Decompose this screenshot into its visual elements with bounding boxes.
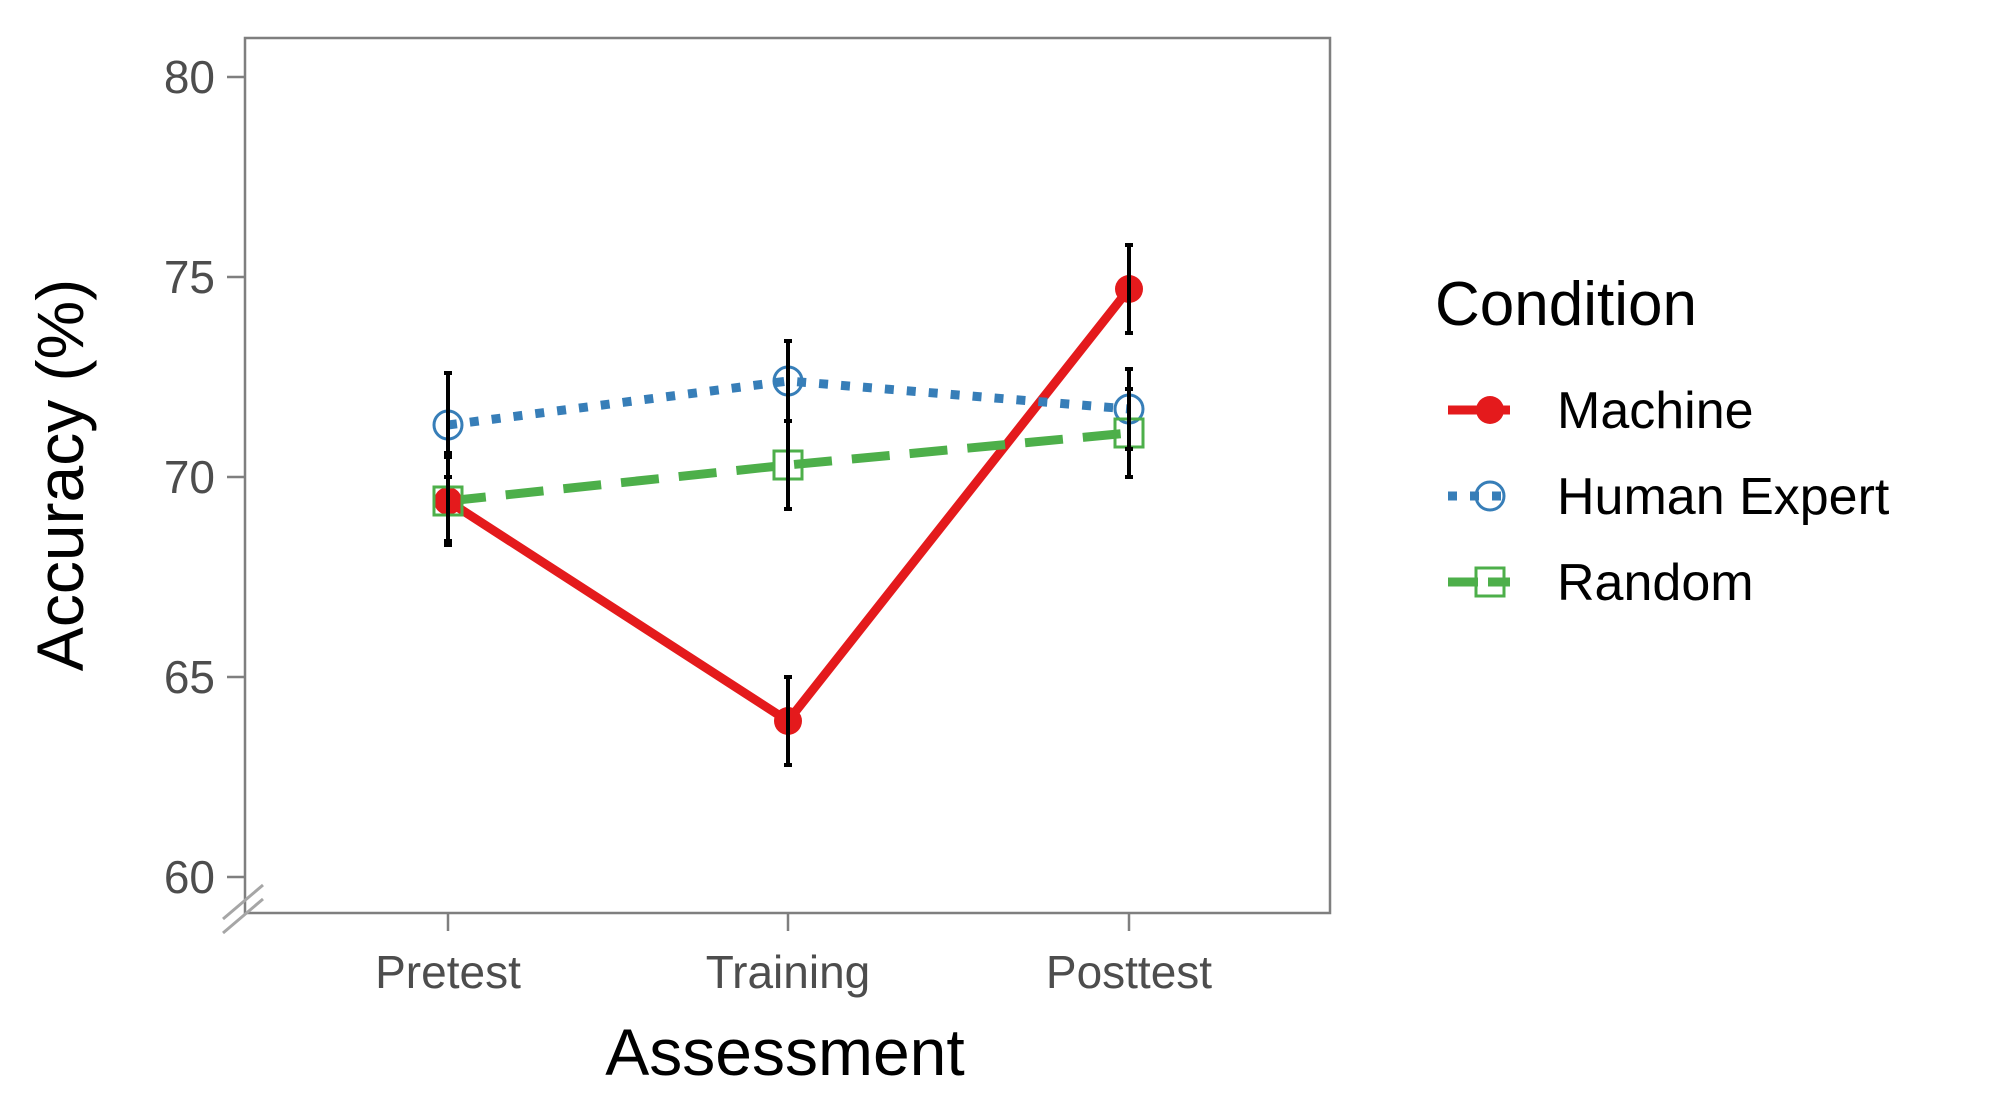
y-axis-title: Accuracy (%): [23, 279, 97, 671]
x-tick-label: Training: [706, 946, 870, 998]
y-tick-label: 60: [164, 851, 215, 903]
legend-key-marker: [1474, 566, 1506, 598]
axis-break-mark: [222, 883, 264, 921]
legend: Condition Machine Human Expert Random: [1435, 270, 1890, 612]
legend-item-machine: Machine: [1448, 382, 1754, 440]
legend-label: Machine: [1557, 382, 1754, 440]
y-tick-label: 70: [164, 451, 215, 503]
legend-title: Condition: [1435, 270, 1697, 339]
series-line-human-expert: [447, 376, 1130, 430]
legend-item-random: Random: [1448, 554, 1754, 612]
legend-label: Human Expert: [1557, 468, 1890, 526]
legend-key-marker: [1474, 480, 1506, 512]
x-axis-title: Assessment: [605, 1015, 964, 1089]
y-tick-label: 75: [164, 251, 215, 303]
legend-label: Random: [1557, 554, 1754, 612]
y-tick-label: 65: [164, 651, 215, 703]
x-tick-label: Posttest: [1046, 946, 1212, 998]
legend-item-human-expert: Human Expert: [1448, 468, 1890, 526]
y-tick-label: 80: [164, 51, 215, 103]
x-tick-label: Pretest: [375, 946, 521, 998]
legend-key-marker: [1476, 396, 1504, 424]
plot-layer: 60 65 70 75 80 Pretest Training Posttest: [164, 36, 1332, 998]
axis-break-mark: [222, 897, 264, 935]
